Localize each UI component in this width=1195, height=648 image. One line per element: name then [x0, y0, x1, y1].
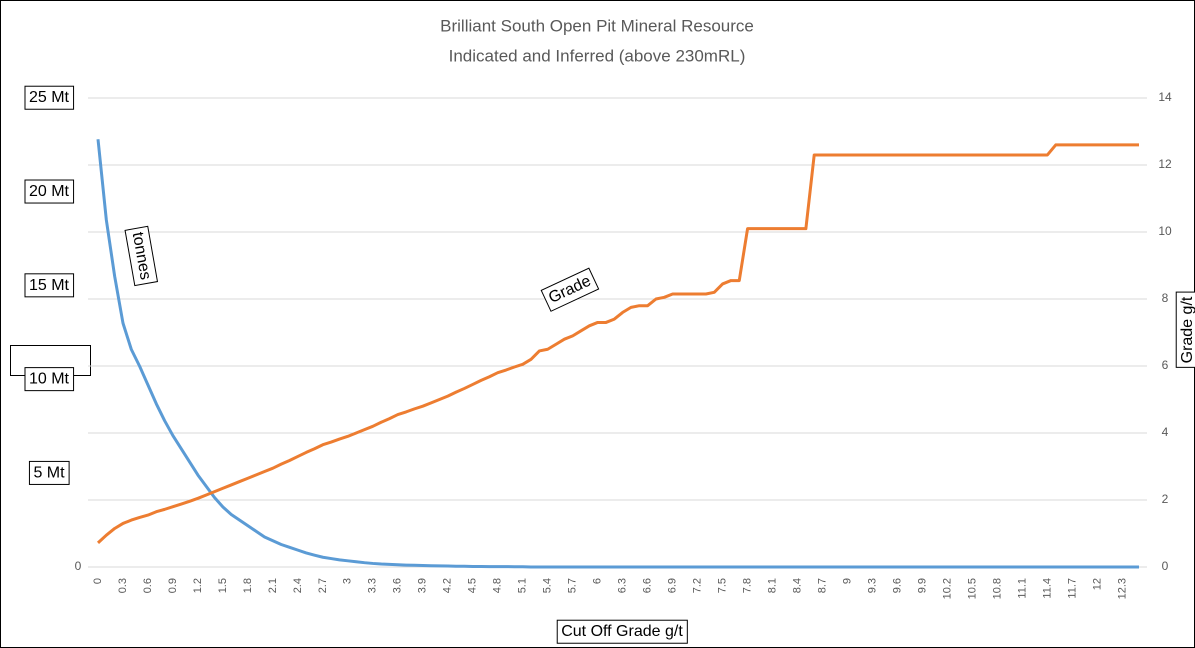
chart-title: Brilliant South Open Pit Mineral Resourc… — [440, 16, 754, 35]
x-tick-label: 2.7 — [317, 578, 329, 593]
y-tick-label: 5 Mt — [33, 464, 65, 481]
x-tick-label: 7.2 — [692, 578, 704, 593]
y-tick-label: 15 Mt — [29, 277, 70, 294]
y2-axis-title-box — [1175, 291, 1195, 368]
y2-tick-label: 6 — [1162, 358, 1169, 372]
y2-axis-title: Grade g/t — [1179, 296, 1195, 363]
x-tick-label: 9.3 — [866, 578, 878, 593]
x-tick-label: 4.5 — [467, 578, 479, 593]
x-tick-label: 7.8 — [741, 578, 753, 593]
y-tick-label-box — [24, 367, 75, 392]
x-tick-label: 1.2 — [192, 578, 204, 593]
x-tick-label: 11.4 — [1041, 578, 1053, 599]
x-tick-label: 3.9 — [417, 578, 429, 593]
x-tick-label: 5.7 — [567, 578, 579, 593]
x-tick-label: 12 — [1091, 578, 1103, 590]
y-tick-label: 0 — [75, 559, 82, 573]
x-tick-label: 10.5 — [966, 578, 978, 599]
x-tick-label: 0 — [92, 578, 104, 584]
x-tick-label: 4.8 — [492, 578, 504, 593]
x-tick-label: 3 — [342, 578, 354, 584]
y2-tick-label: 12 — [1158, 157, 1172, 171]
x-tick-label: 8.4 — [791, 578, 803, 593]
x-tick-label: 0.6 — [142, 578, 154, 593]
x-tick-label: 6.6 — [642, 578, 654, 593]
chart-subtitle: Indicated and Inferred (above 230mRL) — [449, 46, 746, 65]
y2-tick-label: 10 — [1158, 224, 1172, 238]
x-tick-label: 2.1 — [267, 578, 279, 593]
x-tick-label: 7.5 — [717, 578, 729, 593]
x-tick-label: 1.5 — [217, 578, 229, 593]
y2-tick-label: 14 — [1158, 90, 1172, 104]
x-tick-label: 3.6 — [392, 578, 404, 593]
x-tick-label: 10.2 — [941, 578, 953, 599]
y-tick-label-box — [24, 85, 75, 110]
x-tick-label: 6.3 — [617, 578, 629, 593]
x-tick-label: 4.2 — [442, 578, 454, 593]
x-axis-title-box — [556, 619, 688, 644]
y-tick-label: 25 Mt — [29, 89, 70, 106]
x-tick-label: 10.8 — [991, 578, 1003, 599]
y-tick-label-box — [28, 460, 70, 485]
y2-tick-label: 8 — [1162, 291, 1169, 305]
x-tick-label: 11.1 — [1016, 578, 1028, 599]
x-tick-label: 0.3 — [117, 578, 129, 593]
x-tick-label: 8.1 — [766, 578, 778, 593]
x-tick-label: 5.4 — [542, 578, 554, 593]
series-label-box — [540, 267, 600, 312]
y-tick-label: 10 Mt — [29, 371, 70, 388]
x-tick-label: 5.1 — [517, 578, 529, 593]
y2-tick-label: 2 — [1162, 492, 1169, 506]
x-tick-label: 9.9 — [916, 578, 928, 593]
x-tick-label: 12.3 — [1116, 578, 1128, 599]
series-label-box — [124, 225, 159, 287]
x-axis-title: Cut Off Grade g/t — [561, 623, 683, 640]
x-tick-label: 2.4 — [292, 578, 304, 593]
y2-tick-label: 4 — [1162, 425, 1169, 439]
x-tick-label: 3.3 — [367, 578, 379, 593]
x-tick-label: 11.7 — [1066, 578, 1078, 599]
y-tick-label-box — [24, 179, 75, 204]
y-tick-label-box — [24, 273, 75, 298]
x-tick-label: 8.7 — [816, 578, 828, 593]
x-tick-label: 1.8 — [242, 578, 254, 593]
y2-tick-label: 0 — [1162, 559, 1169, 573]
x-tick-label: 0.9 — [167, 578, 179, 593]
series-line — [96, 143, 1139, 544]
x-tick-label: 9.6 — [891, 578, 903, 593]
series-line — [96, 139, 1139, 569]
x-tick-label: 9 — [841, 578, 853, 584]
x-tick-label: 6.9 — [667, 578, 679, 593]
x-tick-label: 6 — [592, 578, 604, 584]
y-tick-label: 20 Mt — [29, 183, 70, 200]
